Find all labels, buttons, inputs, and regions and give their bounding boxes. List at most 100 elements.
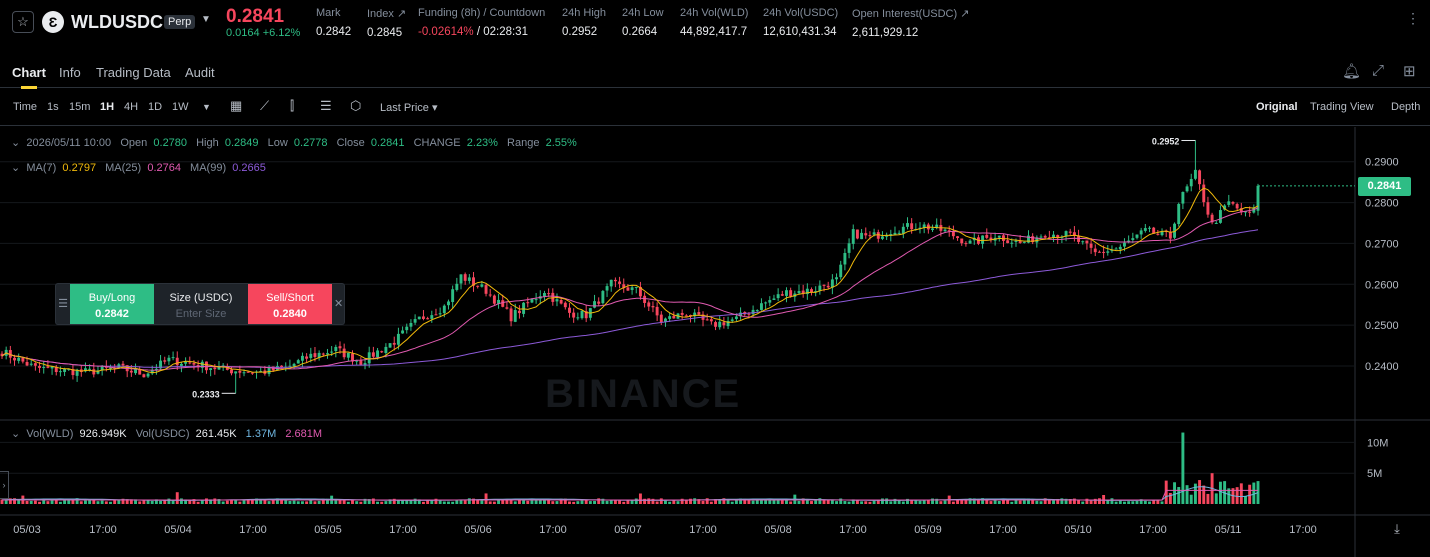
volume-bar <box>142 499 146 504</box>
tab-audit[interactable]: Audit <box>185 65 215 80</box>
candle-body <box>171 357 175 359</box>
volume-bar <box>906 498 909 504</box>
candle-body <box>851 229 855 244</box>
tab-info[interactable]: Info <box>59 65 81 80</box>
interval-dropdown-icon[interactable]: ▼ <box>202 102 211 112</box>
candle-body <box>830 279 834 288</box>
side-panel-toggle[interactable]: › <box>0 471 9 499</box>
calendar-icon[interactable]: ▦ <box>230 98 243 113</box>
sell-short-button[interactable]: Sell/Short 0.2840 <box>248 284 332 324</box>
collapse-icon[interactable]: ⌄ <box>11 162 21 174</box>
volume-bar <box>747 500 751 504</box>
layout-grid-icon[interactable]: ⊞ <box>1403 63 1416 80</box>
candle-body <box>430 315 434 319</box>
star-icon[interactable]: ☆ <box>12 11 34 33</box>
size-input[interactable] <box>161 308 241 320</box>
price-type-select[interactable]: Last Price ▾ <box>380 102 438 114</box>
x-tick-label: 17:00 <box>989 524 1017 536</box>
candle-body <box>572 312 576 318</box>
stat-open-interest[interactable]: Open Interest(USDC) ↗ 2,611,929.12 <box>852 7 969 39</box>
view-depth[interactable]: Depth <box>1391 101 1421 113</box>
x-tick-label: 17:00 <box>839 524 867 536</box>
interval-1d[interactable]: 1D <box>148 101 163 113</box>
collapse-icon[interactable]: ⌄ <box>11 137 21 149</box>
legend-range: 2.55% <box>545 137 577 149</box>
candle-body <box>960 238 964 244</box>
volume-bar <box>893 498 897 504</box>
chart-area[interactable]: BINANCE 0.2400 0.2500 0.2600 0.2700 0.2800 0.… <box>0 127 1430 557</box>
x-tick-label: 17:00 <box>239 524 267 536</box>
volume-bar <box>876 499 880 504</box>
volume-bar <box>772 500 776 504</box>
settings-icon[interactable]: ⬡ <box>350 98 362 113</box>
candle-body <box>138 369 142 375</box>
stat-index[interactable]: Index ↗ 0.2845 <box>367 7 406 39</box>
indicators-icon[interactable]: ☰ <box>320 98 332 113</box>
interval-1s[interactable]: 1s <box>47 101 59 113</box>
candle-body <box>530 298 534 303</box>
more-icon[interactable]: ⋮ <box>1406 10 1420 26</box>
tab-chart[interactable]: Chart <box>12 65 46 89</box>
tab-trading-data[interactable]: Trading Data <box>96 65 171 80</box>
candle-body <box>513 310 517 322</box>
candle-body <box>451 289 455 303</box>
line-chart-icon[interactable]: ⟋ <box>260 98 270 113</box>
volume-bar <box>1193 483 1197 504</box>
candle-body <box>288 365 292 367</box>
volume-bar <box>951 501 955 504</box>
volume-bar <box>413 498 417 504</box>
symbol-name[interactable]: WLDUSDC <box>71 12 163 32</box>
volume-bar <box>601 498 605 504</box>
volume-bar <box>638 493 642 504</box>
stat-value: 0.2845 <box>367 27 403 39</box>
candle-body <box>184 361 188 364</box>
view-original[interactable]: Original <box>1256 101 1298 113</box>
candlestick-chart[interactable]: 0.2400 0.2500 0.2600 0.2700 0.2800 0.2900 5M 10… <box>0 127 1430 557</box>
legend-date: 2026/05/11 10:00 <box>26 137 112 149</box>
y-tick-label: 0.2900 <box>1365 157 1399 169</box>
buy-long-button[interactable]: Buy/Long 0.2842 <box>70 284 154 324</box>
candle-body <box>1256 185 1260 211</box>
volume-bar <box>964 499 968 504</box>
candle-body <box>242 372 246 374</box>
candle-body <box>142 374 146 378</box>
interval-1w[interactable]: 1W <box>172 101 189 113</box>
volume-bar <box>634 498 638 504</box>
interval-1h[interactable]: 1H <box>100 101 115 113</box>
volume-bar <box>588 501 592 504</box>
volume-bar <box>1239 483 1243 504</box>
stat-value: 0.2842 <box>316 26 352 38</box>
binance-watermark: BINANCE <box>545 372 742 416</box>
volume-bar <box>405 499 409 504</box>
candle-body <box>622 284 626 289</box>
volume-bar <box>38 501 42 504</box>
volume-bar <box>785 500 788 504</box>
volume-bar <box>167 498 171 504</box>
sell-label: Sell/Short <box>266 292 314 304</box>
candle-body <box>492 295 496 304</box>
volume-bar <box>501 499 505 504</box>
volume-bar <box>288 500 292 504</box>
volume-bar <box>855 499 859 504</box>
volume-bar <box>476 499 480 504</box>
interval-15m[interactable]: 15m <box>69 101 91 113</box>
expand-icon[interactable]: ⤢ <box>1372 62 1385 79</box>
bell-icon[interactable]: 🔔︎ <box>1342 63 1362 80</box>
candle-body <box>21 357 25 362</box>
candle-body <box>876 232 880 239</box>
chevron-down-icon[interactable]: ▼ <box>201 14 211 25</box>
candle-type-icon[interactable]: ⫿ <box>290 98 295 113</box>
view-trading-view[interactable]: Trading View <box>1310 101 1374 113</box>
interval-4h[interactable]: 4H <box>124 101 139 113</box>
candle-body <box>392 342 396 345</box>
candle-body <box>1139 230 1143 235</box>
volume-bar <box>526 500 530 504</box>
drag-handle-icon[interactable]: ☰ <box>58 298 68 310</box>
candle-body <box>1114 248 1118 250</box>
candle-body <box>897 232 901 234</box>
collapse-icon[interactable]: ⌄ <box>11 428 21 440</box>
interval-time[interactable]: Time <box>13 101 38 113</box>
candle-body <box>801 290 805 294</box>
close-icon[interactable]: ✕ <box>334 298 344 310</box>
candle-body <box>563 302 567 308</box>
